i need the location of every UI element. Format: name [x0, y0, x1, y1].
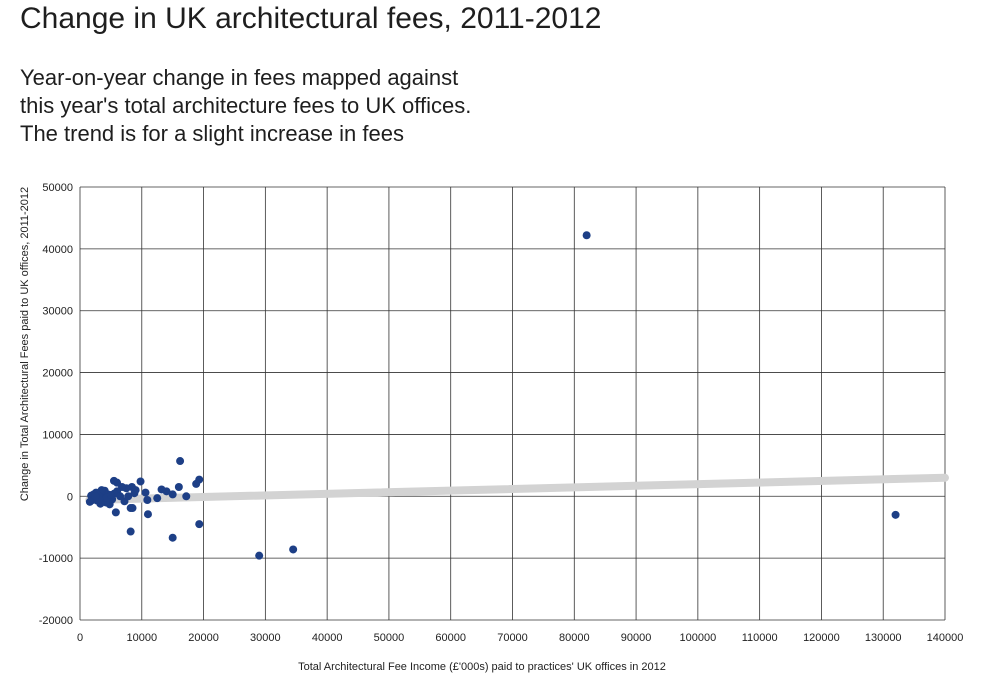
subtitle-line-3: The trend is for a slight increase in fe…: [20, 121, 404, 146]
data-point: [109, 476, 118, 485]
subtitle-line-1: Year-on-year change in fees mapped again…: [20, 65, 459, 90]
data-point: [85, 497, 94, 506]
data-points: [85, 231, 900, 560]
data-point: [891, 510, 900, 519]
y-tick-label: 30000: [42, 306, 73, 318]
y-tick-label: -20000: [39, 615, 73, 627]
data-point: [143, 495, 152, 504]
y-tick-label: 50000: [42, 182, 73, 194]
data-point: [176, 457, 185, 466]
grid-lines: [79, 186, 946, 621]
x-tick-label: 70000: [497, 632, 528, 644]
data-point: [111, 508, 120, 517]
data-point: [192, 479, 201, 488]
subtitle-line-2: this year's total architecture fees to U…: [20, 93, 472, 118]
x-tick-label: 40000: [312, 632, 343, 644]
data-point: [126, 527, 135, 536]
y-tick-label: 10000: [42, 429, 73, 441]
y-tick-label: 40000: [42, 244, 73, 256]
data-point: [182, 492, 191, 501]
x-tick-label: 50000: [374, 632, 405, 644]
data-point: [153, 494, 162, 503]
x-tick-label: 30000: [250, 632, 281, 644]
x-tick-label: 60000: [435, 632, 466, 644]
chart-subtitle: Year-on-year change in fees mapped again…: [20, 64, 471, 148]
data-point: [255, 551, 264, 560]
data-point: [582, 231, 591, 240]
x-tick-label: 0: [77, 632, 83, 644]
trendline: [85, 473, 949, 504]
data-point: [124, 492, 133, 501]
chart-title: Change in UK architectural fees, 2011-20…: [20, 2, 602, 35]
data-point: [136, 477, 145, 486]
x-axis-title: Total Architectural Fee Income (£'000s) …: [298, 661, 666, 673]
y-tick-label: 20000: [42, 368, 73, 380]
x-tick-label: 90000: [621, 632, 652, 644]
data-point: [91, 492, 100, 501]
data-point: [168, 490, 177, 499]
y-axis-title: Change in Total Architectural Fees paid …: [19, 187, 31, 501]
data-point: [162, 487, 171, 496]
x-axis-ticks: 0 10000 20000 30000 40000 50000 60000 70000 8000…: [77, 632, 963, 644]
y-axis-ticks: 50000 40000 30000 20000 10000 0 -10000 -20000: [39, 182, 73, 627]
data-point: [174, 483, 183, 492]
data-point: [106, 491, 115, 500]
data-point: [116, 492, 125, 501]
data-point: [289, 545, 298, 554]
x-tick-label: 100000: [679, 632, 716, 644]
x-tick-label: 20000: [188, 632, 219, 644]
x-tick-label: 10000: [126, 632, 157, 644]
data-point: [143, 510, 152, 519]
data-point: [126, 504, 135, 513]
data-point: [168, 533, 177, 542]
trendline-group: [85, 473, 949, 504]
data-point: [195, 520, 204, 529]
y-tick-label: 0: [67, 491, 73, 503]
x-tick-label: 120000: [803, 632, 840, 644]
data-point: [131, 486, 140, 495]
y-tick-label: -10000: [39, 553, 73, 565]
data-point: [141, 488, 150, 497]
x-tick-label: 80000: [559, 632, 590, 644]
x-tick-label: 110000: [742, 632, 778, 644]
x-tick-label: 130000: [865, 632, 902, 644]
x-tick-label: 140000: [927, 632, 964, 644]
